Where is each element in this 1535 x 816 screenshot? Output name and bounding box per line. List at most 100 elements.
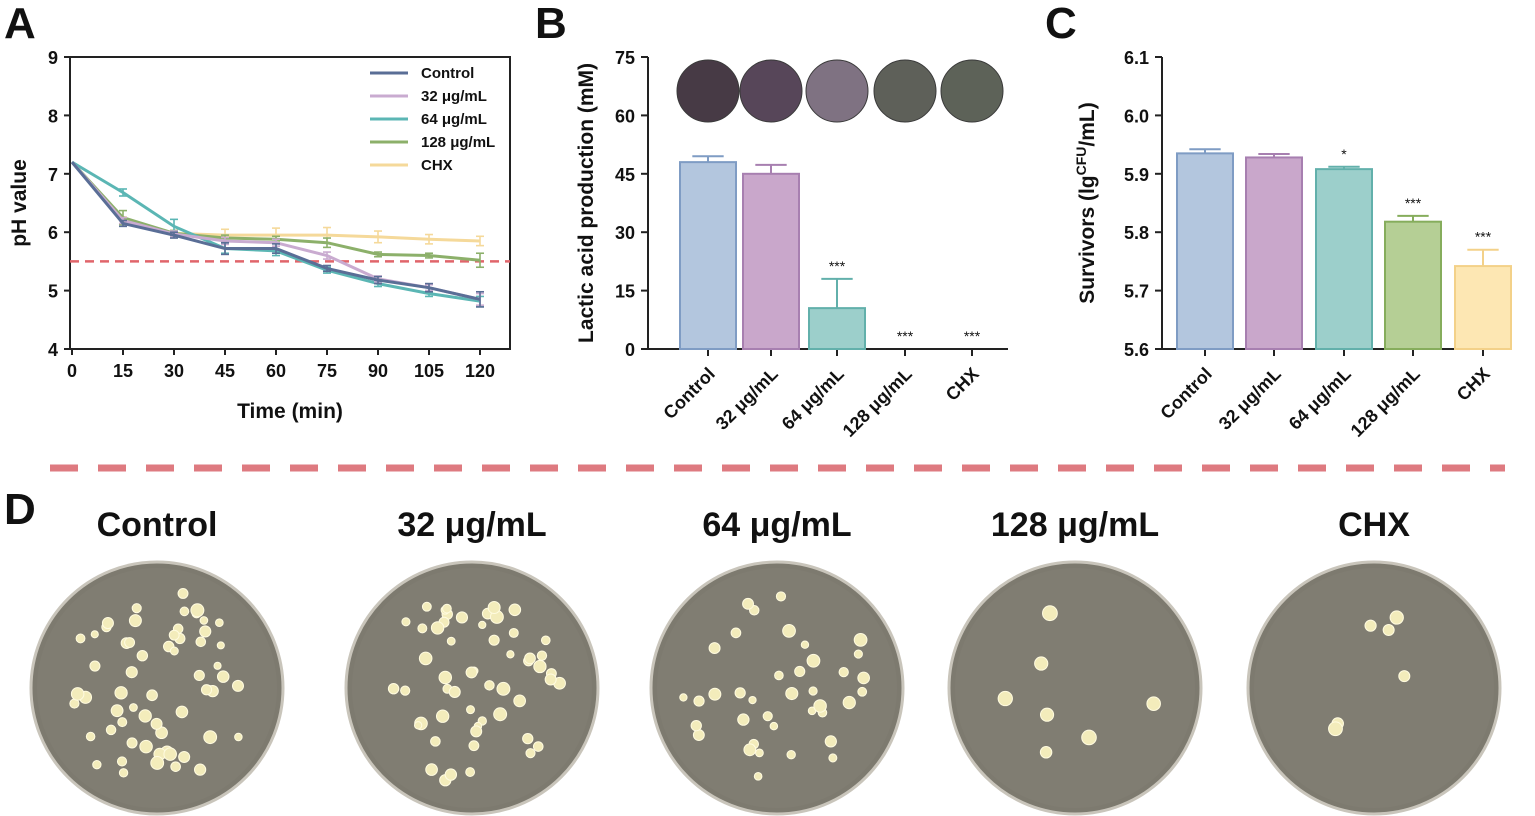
colony [178, 750, 191, 763]
colony [487, 601, 501, 615]
colony [216, 670, 230, 683]
colony [128, 614, 142, 628]
colony [748, 695, 757, 705]
colony [730, 627, 742, 639]
colony [853, 632, 868, 647]
colony [418, 651, 433, 666]
colony [234, 732, 243, 742]
colony [163, 747, 177, 761]
bar-128 μg/mL [1384, 220, 1442, 350]
colony [775, 591, 787, 602]
colony [179, 606, 190, 617]
colony [90, 630, 99, 639]
colony [774, 670, 784, 681]
color-swatch-32 μg/mL [739, 59, 803, 123]
significance-mark: *** [829, 258, 846, 274]
significance-mark: *** [1475, 229, 1492, 245]
colony [401, 617, 411, 627]
colony [679, 693, 688, 702]
plot-frame-a [69, 56, 511, 350]
colony [417, 623, 428, 634]
y-tick-label-a: 5 [48, 282, 58, 302]
colony [842, 695, 856, 710]
colony [110, 704, 124, 718]
y-axis-title-c-part2: /mL) [1076, 102, 1099, 146]
colony [435, 709, 450, 723]
colony [786, 750, 796, 760]
y-axis-title-b: Lactic acid production (mM) [575, 63, 598, 343]
colony [216, 641, 225, 650]
colony [190, 603, 205, 618]
legend-label-128 μg/mL: 128 μg/mL [421, 134, 495, 151]
y-tick-label: 45 [615, 165, 635, 185]
colony [117, 717, 128, 728]
colony [997, 690, 1013, 707]
x-tick-label-a: 15 [113, 361, 133, 381]
y-tick-label-a: 7 [48, 165, 58, 185]
colony [438, 670, 452, 685]
colony [387, 682, 400, 695]
colony [125, 666, 138, 679]
colony [465, 666, 478, 679]
colony [92, 760, 102, 770]
colony [430, 736, 441, 747]
x-axis-title-a: Time (min) [237, 400, 343, 423]
colony [124, 637, 136, 648]
colony [532, 741, 544, 752]
colony [785, 687, 799, 701]
colony [139, 739, 153, 754]
colony [1034, 656, 1049, 671]
legend-label-32 μg/mL: 32 μg/mL [421, 88, 487, 105]
plate-agar-Control [37, 568, 277, 808]
y-tick-label: 30 [615, 223, 635, 243]
legend-label-CHX: CHX [421, 157, 453, 174]
colony [692, 729, 705, 741]
plate-label-chx: CHX [1338, 506, 1410, 544]
y-tick-label: 5.7 [1124, 282, 1149, 302]
color-swatch-64 μg/mL [805, 59, 869, 123]
colony [708, 687, 722, 701]
colony [794, 665, 806, 678]
significance-mark: *** [897, 328, 914, 344]
bar-32 μg/mL [742, 172, 800, 350]
colony [129, 703, 138, 712]
plate-label-control: Control [96, 506, 218, 544]
colony [455, 611, 469, 624]
colony [536, 650, 548, 661]
panel-letter-a: A [4, 0, 36, 48]
bar-Control [679, 161, 737, 350]
colony [85, 731, 96, 742]
colony [496, 681, 511, 696]
y-axis-title-c: Survivors (lgCFU/mL) [1073, 102, 1099, 303]
y-tick-label: 75 [615, 48, 635, 68]
bar-64 μg/mL [808, 307, 866, 350]
colony [506, 650, 515, 659]
colony [838, 666, 849, 678]
colony [1364, 619, 1377, 632]
colony [1146, 696, 1161, 711]
colony [118, 768, 129, 778]
colony [465, 767, 476, 777]
y-tick-label: 6.1 [1124, 48, 1149, 68]
colony [769, 721, 779, 731]
x-tick-label-a: 75 [317, 361, 337, 381]
colony [195, 636, 207, 648]
colony [468, 740, 480, 752]
x-tick-label-a: 0 [67, 361, 77, 381]
colony [150, 717, 163, 730]
colony [544, 673, 557, 686]
colony [493, 707, 508, 722]
y-tick-label: 5.9 [1124, 165, 1149, 185]
colony [70, 687, 85, 701]
colony [693, 695, 705, 707]
plate-agar-64 μg/mL [657, 568, 897, 808]
significance-mark: *** [1405, 195, 1422, 211]
x-tick-label-a: 105 [414, 361, 444, 381]
color-swatch-Control [676, 59, 740, 123]
color-swatch-CHX [940, 59, 1004, 123]
bar-64 μg/mL [1315, 168, 1373, 350]
colony [1382, 623, 1395, 636]
